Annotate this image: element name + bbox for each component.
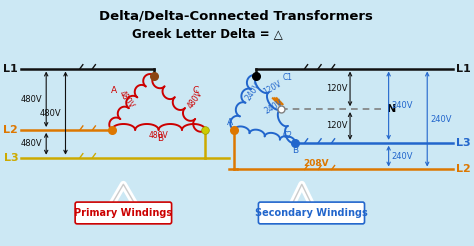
Text: Greek Letter Delta = △: Greek Letter Delta = △ [132, 27, 283, 40]
Text: L1: L1 [456, 64, 471, 74]
Text: Primary Windings: Primary Windings [74, 208, 173, 218]
Text: 240V: 240V [263, 98, 285, 116]
Text: 480V: 480V [21, 139, 42, 148]
Text: 480V: 480V [40, 109, 62, 118]
Text: 480V: 480V [21, 95, 42, 104]
Text: C2: C2 [283, 131, 292, 140]
Text: 120V: 120V [326, 122, 347, 130]
Text: 120V: 120V [261, 79, 283, 96]
Text: 480V: 480V [148, 131, 168, 140]
Text: 120V: 120V [326, 84, 347, 93]
Text: L3: L3 [456, 138, 471, 148]
Text: 208V: 208V [303, 158, 329, 168]
Text: B: B [292, 146, 298, 155]
Text: A: A [110, 86, 117, 95]
Text: N: N [387, 104, 396, 114]
Text: A: A [227, 118, 233, 127]
Text: 480V: 480V [186, 89, 205, 110]
Text: 240V: 240V [244, 81, 263, 102]
Text: C: C [192, 86, 199, 95]
Text: L2: L2 [3, 125, 18, 135]
Text: 480V: 480V [117, 89, 136, 110]
FancyBboxPatch shape [75, 202, 172, 224]
Text: L2: L2 [456, 165, 471, 174]
Text: L3: L3 [4, 153, 18, 163]
FancyBboxPatch shape [258, 202, 365, 224]
Text: Secondary Windings: Secondary Windings [255, 208, 368, 218]
Text: B: B [157, 134, 163, 143]
Text: Delta/Delta-Connected Transformers: Delta/Delta-Connected Transformers [99, 9, 373, 22]
Text: C1: C1 [283, 74, 292, 82]
Text: 240V: 240V [392, 101, 413, 110]
Text: 240V: 240V [430, 115, 452, 123]
Text: 240V: 240V [392, 152, 413, 161]
Text: L1: L1 [3, 64, 18, 74]
